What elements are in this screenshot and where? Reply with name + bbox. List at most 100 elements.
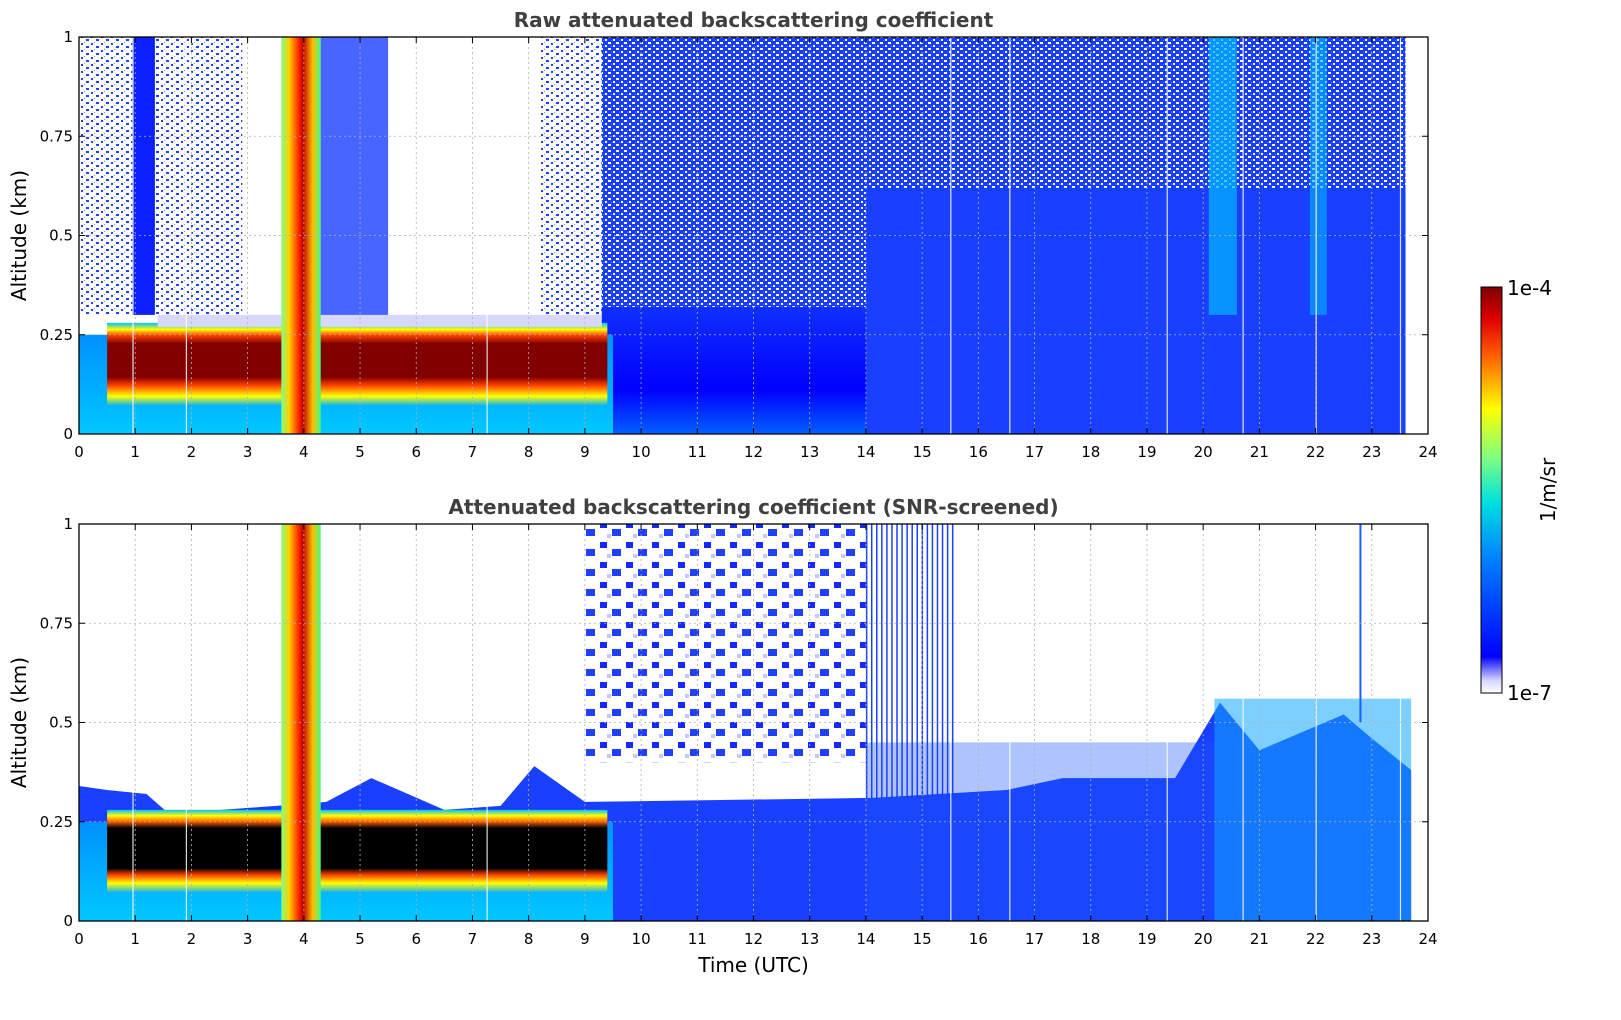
vertical-stripe xyxy=(870,524,873,798)
blue-background-mid xyxy=(601,306,866,434)
x-tick-label: 19 xyxy=(1137,930,1156,948)
blue-background-right xyxy=(865,187,1412,434)
x-tick-label: 21 xyxy=(1250,443,1269,461)
x-tick-label: 11 xyxy=(688,443,707,461)
x-tick-label: 15 xyxy=(913,930,932,948)
y-tick-label: 1 xyxy=(63,515,73,533)
y-axis-label: Altitude (km) xyxy=(7,657,31,788)
x-tick-label: 15 xyxy=(913,443,932,461)
vertical-stripe xyxy=(901,524,903,798)
data-gap-line xyxy=(486,37,488,434)
colorbar-scale xyxy=(1480,286,1503,694)
vertical-stripe xyxy=(906,524,908,798)
y-tick-label: 0.5 xyxy=(49,714,73,732)
fog-layer xyxy=(107,322,608,407)
x-tick-label: 2 xyxy=(187,930,197,948)
x-tick-label: 6 xyxy=(411,443,421,461)
layer-top-edge xyxy=(157,314,602,327)
x-tick-label: 9 xyxy=(580,443,590,461)
x-tick-label: 23 xyxy=(1362,443,1381,461)
x-tick-label: 12 xyxy=(744,930,763,948)
x-tick-label: 13 xyxy=(800,443,819,461)
x-tick-label: 20 xyxy=(1194,930,1213,948)
x-tick-label: 4 xyxy=(299,930,309,948)
data-gap-line xyxy=(1166,37,1168,434)
data-gap-line xyxy=(486,524,488,921)
fog-layer xyxy=(107,809,608,894)
vertical-stripe xyxy=(946,524,949,798)
vertical-stripe xyxy=(941,524,944,798)
x-tick-label: 2 xyxy=(187,443,197,461)
x-tick-label: 16 xyxy=(969,930,988,948)
x-tick-label: 7 xyxy=(468,930,478,948)
y-tick-label: 0 xyxy=(63,425,73,443)
x-tick-label: 17 xyxy=(1025,930,1044,948)
streak-22h xyxy=(1309,37,1327,315)
data-gap-line xyxy=(1315,524,1317,921)
y-axis-label: Altitude (km) xyxy=(7,170,31,301)
vertical-stripe xyxy=(911,524,913,798)
x-tick-label: 24 xyxy=(1418,443,1437,461)
colorbar-max-label: 1e-4 xyxy=(1507,276,1552,300)
data-gap-line xyxy=(1315,37,1317,434)
panel-1: 0 1 2 3 4 5 6 7 8 9 10 11 12 13 14 15 16 17 18 19 20 21 22 23 24… xyxy=(7,8,1438,461)
data-gap-line xyxy=(132,524,134,921)
y-tick-label: 0.75 xyxy=(40,127,73,145)
x-tick-label: 21 xyxy=(1250,930,1269,948)
vertical-stripe xyxy=(926,524,929,798)
x-tick-label: 7 xyxy=(468,443,478,461)
x-tick-label: 18 xyxy=(1081,443,1100,461)
panel-title: Raw attenuated backscattering coefficien… xyxy=(514,8,994,32)
x-axis-label: Time (UTC) xyxy=(697,953,809,977)
x-tick-label: 14 xyxy=(856,930,875,948)
light-blue-region xyxy=(1214,698,1412,921)
x-tick-label: 1 xyxy=(130,443,140,461)
data-gap-line xyxy=(1242,37,1244,434)
x-tick-label: 10 xyxy=(632,443,651,461)
x-tick-label: 23 xyxy=(1362,930,1381,948)
x-tick-label: 0 xyxy=(74,443,84,461)
vertical-stripe xyxy=(931,524,934,798)
column-tail xyxy=(320,37,389,315)
x-tick-label: 8 xyxy=(524,930,534,948)
vertical-stripe xyxy=(876,524,878,798)
x-tick-label: 8 xyxy=(524,443,534,461)
x-tick-label: 3 xyxy=(243,930,253,948)
noise-sparse-mid xyxy=(539,37,602,315)
blue-tint xyxy=(865,742,1215,921)
column-1h xyxy=(132,37,155,315)
panel-title: Attenuated backscattering coefficient (S… xyxy=(448,495,1058,519)
y-tick-label: 1 xyxy=(63,28,73,46)
data-gap-line xyxy=(132,37,134,434)
x-tick-label: 4 xyxy=(299,443,309,461)
vertical-stripe xyxy=(916,524,919,798)
x-tick-label: 16 xyxy=(969,443,988,461)
panel-2: 0 1 2 3 4 5 6 7 8 9 10 11 12 13 14 15 16 17 18 19 20 21 22 23 24… xyxy=(7,495,1438,977)
x-tick-label: 0 xyxy=(74,930,84,948)
data-gap-line xyxy=(185,524,187,921)
x-tick-label: 14 xyxy=(856,443,875,461)
y-tick-label: 0.5 xyxy=(49,227,73,245)
x-tick-label: 9 xyxy=(580,930,590,948)
x-tick-label: 19 xyxy=(1137,443,1156,461)
noise-sparse-left xyxy=(79,37,243,315)
x-tick-label: 24 xyxy=(1418,930,1437,948)
y-tick-label: 0.25 xyxy=(40,326,73,344)
y-tick-label: 0 xyxy=(63,912,73,930)
vertical-stripe xyxy=(951,524,954,798)
x-tick-label: 5 xyxy=(355,930,365,948)
y-tick-label: 0.25 xyxy=(40,813,73,831)
vertical-stripe xyxy=(896,524,898,798)
vertical-stripe xyxy=(886,524,888,798)
streak-20h xyxy=(1208,37,1237,315)
x-tick-label: 20 xyxy=(1194,443,1213,461)
x-tick-label: 11 xyxy=(688,930,707,948)
vertical-stripe xyxy=(936,524,939,798)
x-tick-label: 17 xyxy=(1025,443,1044,461)
x-tick-label: 18 xyxy=(1081,930,1100,948)
screened-noise xyxy=(584,524,866,763)
x-tick-label: 13 xyxy=(800,930,819,948)
x-tick-label: 12 xyxy=(744,443,763,461)
data-gap-line xyxy=(185,37,187,434)
